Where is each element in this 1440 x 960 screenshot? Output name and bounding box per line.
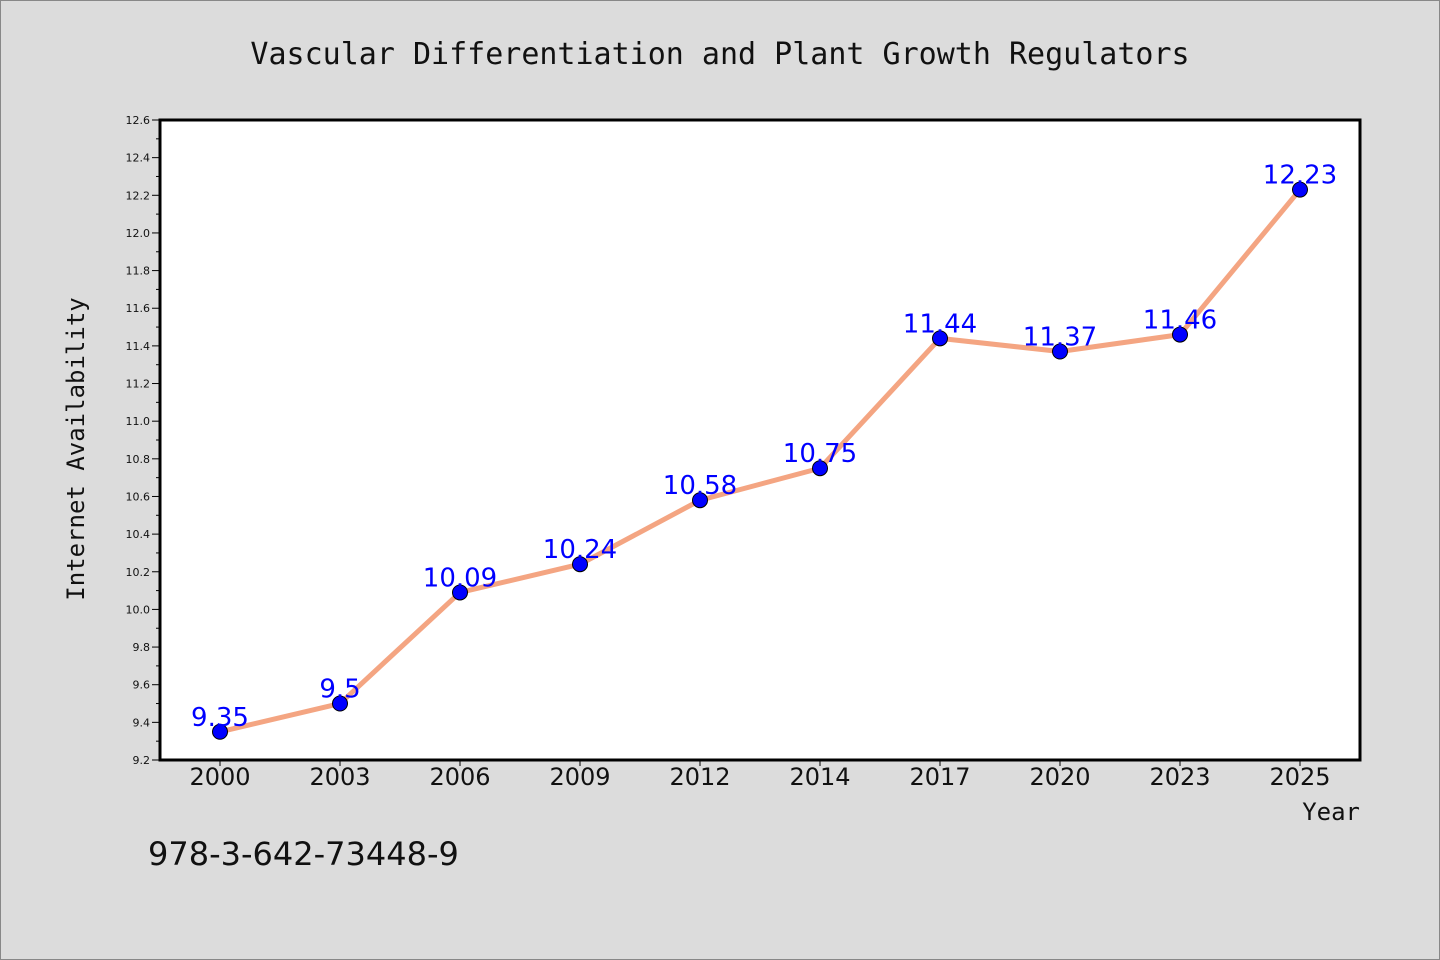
y-tick-label: 12.6 [126, 114, 151, 127]
footer-isbn: 978-3-642-73448-9 [148, 835, 459, 873]
y-axis: 9.2 9.4 9.6 9.8 10.0 10.2 10.4 10.6 10.8 11.0 11.2… [126, 114, 160, 767]
data-label: 10.75 [783, 439, 857, 469]
data-point [452, 584, 468, 601]
data-point [212, 723, 228, 740]
y-axis-label: Internet Availability [62, 297, 90, 600]
x-tick-label: 2014 [789, 763, 850, 791]
x-tick-label: 2020 [1029, 763, 1090, 791]
x-axis-label: Year [1302, 798, 1360, 826]
data-markers [212, 181, 1308, 740]
plot-frame [158, 118, 1362, 762]
x-tick-label: 2012 [669, 763, 730, 791]
x-tick-label: 2003 [309, 763, 370, 791]
x-tick-label: 2006 [429, 763, 490, 791]
data-label: 12.23 [1263, 161, 1337, 191]
x-tick-label: 2017 [909, 763, 970, 791]
x-axis: 2000 2003 2006 2009 2012 2014 2017 2020 2023 2025 [189, 760, 1331, 791]
x-tick-label: 2000 [189, 763, 250, 791]
y-tick-label: 10.2 [126, 566, 151, 579]
data-label: 10.58 [663, 471, 737, 501]
y-tick-label: 11.2 [126, 378, 151, 391]
y-tick-label: 11.8 [126, 265, 151, 278]
y-tick-label: 9.2 [133, 754, 151, 767]
y-tick-label: 10.8 [126, 453, 151, 466]
data-point [1052, 343, 1068, 360]
data-point [1292, 181, 1308, 198]
y-tick-label: 9.6 [133, 679, 151, 692]
data-point [932, 330, 948, 347]
y-tick-label: 11.0 [126, 415, 151, 428]
data-label: 10.24 [543, 535, 617, 565]
data-label: 11.37 [1023, 323, 1097, 353]
y-tick-label: 11.4 [126, 340, 151, 353]
data-point [692, 492, 708, 509]
data-point [572, 556, 588, 573]
chart-title: Vascular Differentiation and Plant Growt… [250, 37, 1189, 72]
y-tick-label: 12.0 [126, 227, 151, 240]
x-tick-label: 2009 [549, 763, 610, 791]
x-tick-label: 2025 [1269, 763, 1330, 791]
data-label: 11.44 [903, 309, 977, 339]
data-point [1172, 326, 1188, 343]
data-label: 9.5 [319, 675, 360, 705]
data-point [332, 695, 348, 712]
y-tick-label: 10.0 [126, 603, 151, 616]
y-tick-label: 9.8 [133, 641, 151, 654]
y-tick-label: 10.4 [126, 528, 151, 541]
y-tick-label: 12.2 [126, 189, 151, 202]
data-point [812, 460, 828, 477]
series-line [217, 187, 1303, 735]
plot-area [160, 120, 1360, 760]
y-tick-label: 10.6 [126, 490, 151, 503]
y-tick-label: 12.4 [126, 152, 151, 165]
data-label: 9.35 [191, 703, 249, 733]
y-tick-label: 9.4 [133, 716, 151, 729]
data-labels: 9.35 9.5 10.09 10.24 10.58 10.75 11.44 11.37 11.… [191, 161, 1337, 733]
y-tick-label: 11.6 [126, 302, 151, 315]
data-label: 10.09 [423, 563, 497, 593]
x-tick-label: 2023 [1149, 763, 1210, 791]
data-label: 11.46 [1143, 306, 1217, 336]
